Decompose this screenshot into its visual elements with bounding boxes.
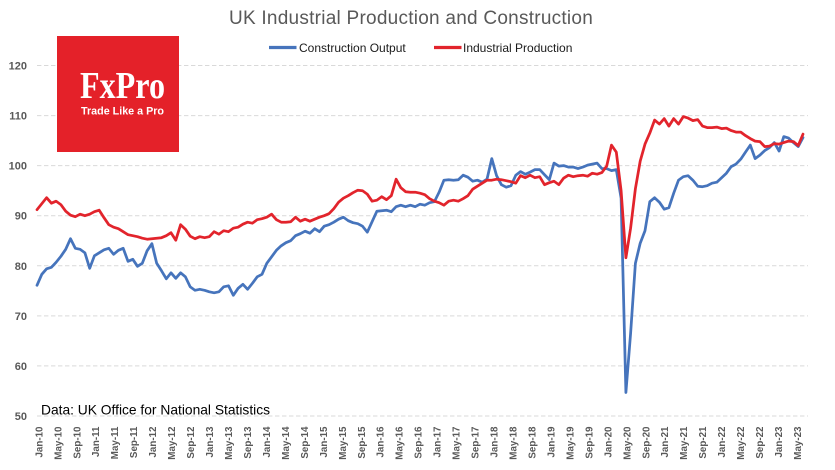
svg-text:Jan-12: Jan-12 <box>148 426 159 458</box>
svg-text:Industrial Production: Industrial Production <box>463 41 572 55</box>
svg-text:Sep-12: Sep-12 <box>186 426 197 459</box>
svg-text:May-16: May-16 <box>395 426 406 460</box>
svg-text:120: 120 <box>9 61 27 73</box>
svg-text:Jan-17: Jan-17 <box>433 426 444 458</box>
svg-text:FxPro: FxPro <box>80 65 165 107</box>
svg-text:50: 50 <box>15 411 27 423</box>
svg-text:Jan-22: Jan-22 <box>717 426 728 458</box>
svg-text:Sep-21: Sep-21 <box>698 426 709 459</box>
svg-text:90: 90 <box>15 211 27 223</box>
svg-text:Jan-10: Jan-10 <box>34 426 45 458</box>
svg-text:Sep-22: Sep-22 <box>755 426 766 459</box>
svg-text:Jan-13: Jan-13 <box>205 426 216 458</box>
svg-text:70: 70 <box>15 311 27 323</box>
svg-text:Construction Output: Construction Output <box>299 41 406 55</box>
svg-text:Sep-11: Sep-11 <box>129 426 140 458</box>
svg-text:Sep-10: Sep-10 <box>72 426 83 459</box>
svg-text:80: 80 <box>15 261 27 273</box>
svg-text:Sep-19: Sep-19 <box>584 426 595 459</box>
svg-text:May-22: May-22 <box>736 426 747 460</box>
svg-text:May-23: May-23 <box>793 426 804 460</box>
svg-text:Sep-13: Sep-13 <box>243 426 254 459</box>
svg-text:May-19: May-19 <box>565 426 576 460</box>
svg-text:May-12: May-12 <box>167 426 178 460</box>
svg-text:Sep-14: Sep-14 <box>300 426 311 459</box>
svg-text:Jan-18: Jan-18 <box>490 426 501 458</box>
svg-text:May-21: May-21 <box>679 426 690 460</box>
svg-text:Jan-21: Jan-21 <box>660 426 671 458</box>
svg-text:Jan-14: Jan-14 <box>262 426 273 458</box>
svg-text:Jan-16: Jan-16 <box>376 426 387 458</box>
svg-text:Jan-15: Jan-15 <box>319 426 330 458</box>
svg-text:May-20: May-20 <box>622 426 633 460</box>
svg-text:May-18: May-18 <box>509 426 520 460</box>
svg-text:May-17: May-17 <box>452 426 463 460</box>
svg-text:May-11: May-11 <box>110 426 121 459</box>
svg-text:60: 60 <box>15 361 27 373</box>
svg-text:May-14: May-14 <box>281 426 292 460</box>
svg-text:Sep-18: Sep-18 <box>528 426 539 459</box>
svg-text:100: 100 <box>9 161 27 173</box>
svg-text:Trade Like a Pro: Trade Like a Pro <box>81 106 164 118</box>
svg-text:Jan-19: Jan-19 <box>546 426 557 458</box>
svg-text:May-13: May-13 <box>224 426 235 460</box>
svg-text:Sep-16: Sep-16 <box>414 426 425 459</box>
svg-text:May-10: May-10 <box>53 426 64 460</box>
svg-text:Jan-20: Jan-20 <box>603 426 614 458</box>
svg-text:110: 110 <box>9 111 27 123</box>
svg-text:UK Industrial Production and C: UK Industrial Production and Constructio… <box>229 8 593 29</box>
svg-text:May-15: May-15 <box>338 426 349 460</box>
svg-text:Jan-23: Jan-23 <box>774 426 785 458</box>
svg-text:Sep-15: Sep-15 <box>357 426 368 459</box>
svg-text:Sep-17: Sep-17 <box>471 426 482 459</box>
svg-text:Data: UK Office for National S: Data: UK Office for National Statistics <box>41 403 270 418</box>
svg-text:Sep-20: Sep-20 <box>641 426 652 459</box>
svg-text:Jan-11: Jan-11 <box>91 426 102 457</box>
